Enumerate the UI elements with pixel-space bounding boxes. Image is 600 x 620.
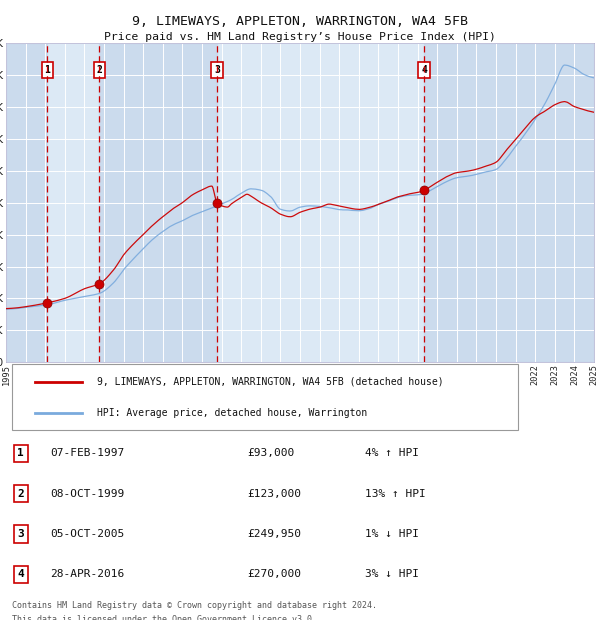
Text: 05-OCT-2005: 05-OCT-2005 bbox=[50, 529, 124, 539]
Text: This data is licensed under the Open Government Licence v3.0.: This data is licensed under the Open Gov… bbox=[12, 614, 317, 620]
Text: 3% ↓ HPI: 3% ↓ HPI bbox=[365, 569, 419, 579]
Text: £249,950: £249,950 bbox=[247, 529, 301, 539]
Text: £123,000: £123,000 bbox=[247, 489, 301, 498]
FancyBboxPatch shape bbox=[12, 365, 518, 430]
Text: 3: 3 bbox=[17, 529, 24, 539]
Text: 2: 2 bbox=[97, 65, 103, 75]
Bar bbox=[100, 43, 217, 362]
Text: 1: 1 bbox=[17, 448, 24, 458]
Text: 28-APR-2016: 28-APR-2016 bbox=[50, 569, 124, 579]
Text: HPI: Average price, detached house, Warrington: HPI: Average price, detached house, Warr… bbox=[97, 407, 367, 418]
Text: 4% ↑ HPI: 4% ↑ HPI bbox=[365, 448, 419, 458]
Text: Contains HM Land Registry data © Crown copyright and database right 2024.: Contains HM Land Registry data © Crown c… bbox=[12, 601, 377, 609]
Text: 9, LIMEWAYS, APPLETON, WARRINGTON, WA4 5FB: 9, LIMEWAYS, APPLETON, WARRINGTON, WA4 5… bbox=[132, 15, 468, 28]
Text: 3: 3 bbox=[214, 65, 220, 75]
Text: Price paid vs. HM Land Registry’s House Price Index (HPI): Price paid vs. HM Land Registry’s House … bbox=[104, 32, 496, 42]
Text: 13% ↑ HPI: 13% ↑ HPI bbox=[365, 489, 425, 498]
Text: 08-OCT-1999: 08-OCT-1999 bbox=[50, 489, 124, 498]
Text: 2: 2 bbox=[17, 489, 24, 498]
Text: £93,000: £93,000 bbox=[247, 448, 295, 458]
Text: 1: 1 bbox=[44, 65, 50, 75]
Text: 9, LIMEWAYS, APPLETON, WARRINGTON, WA4 5FB (detached house): 9, LIMEWAYS, APPLETON, WARRINGTON, WA4 5… bbox=[97, 377, 444, 387]
Bar bbox=[424, 43, 594, 362]
Text: 4: 4 bbox=[17, 569, 24, 579]
Bar bbox=[6, 43, 47, 362]
Text: 07-FEB-1997: 07-FEB-1997 bbox=[50, 448, 124, 458]
Text: 4: 4 bbox=[421, 65, 427, 75]
Text: £270,000: £270,000 bbox=[247, 569, 301, 579]
Text: 1% ↓ HPI: 1% ↓ HPI bbox=[365, 529, 419, 539]
